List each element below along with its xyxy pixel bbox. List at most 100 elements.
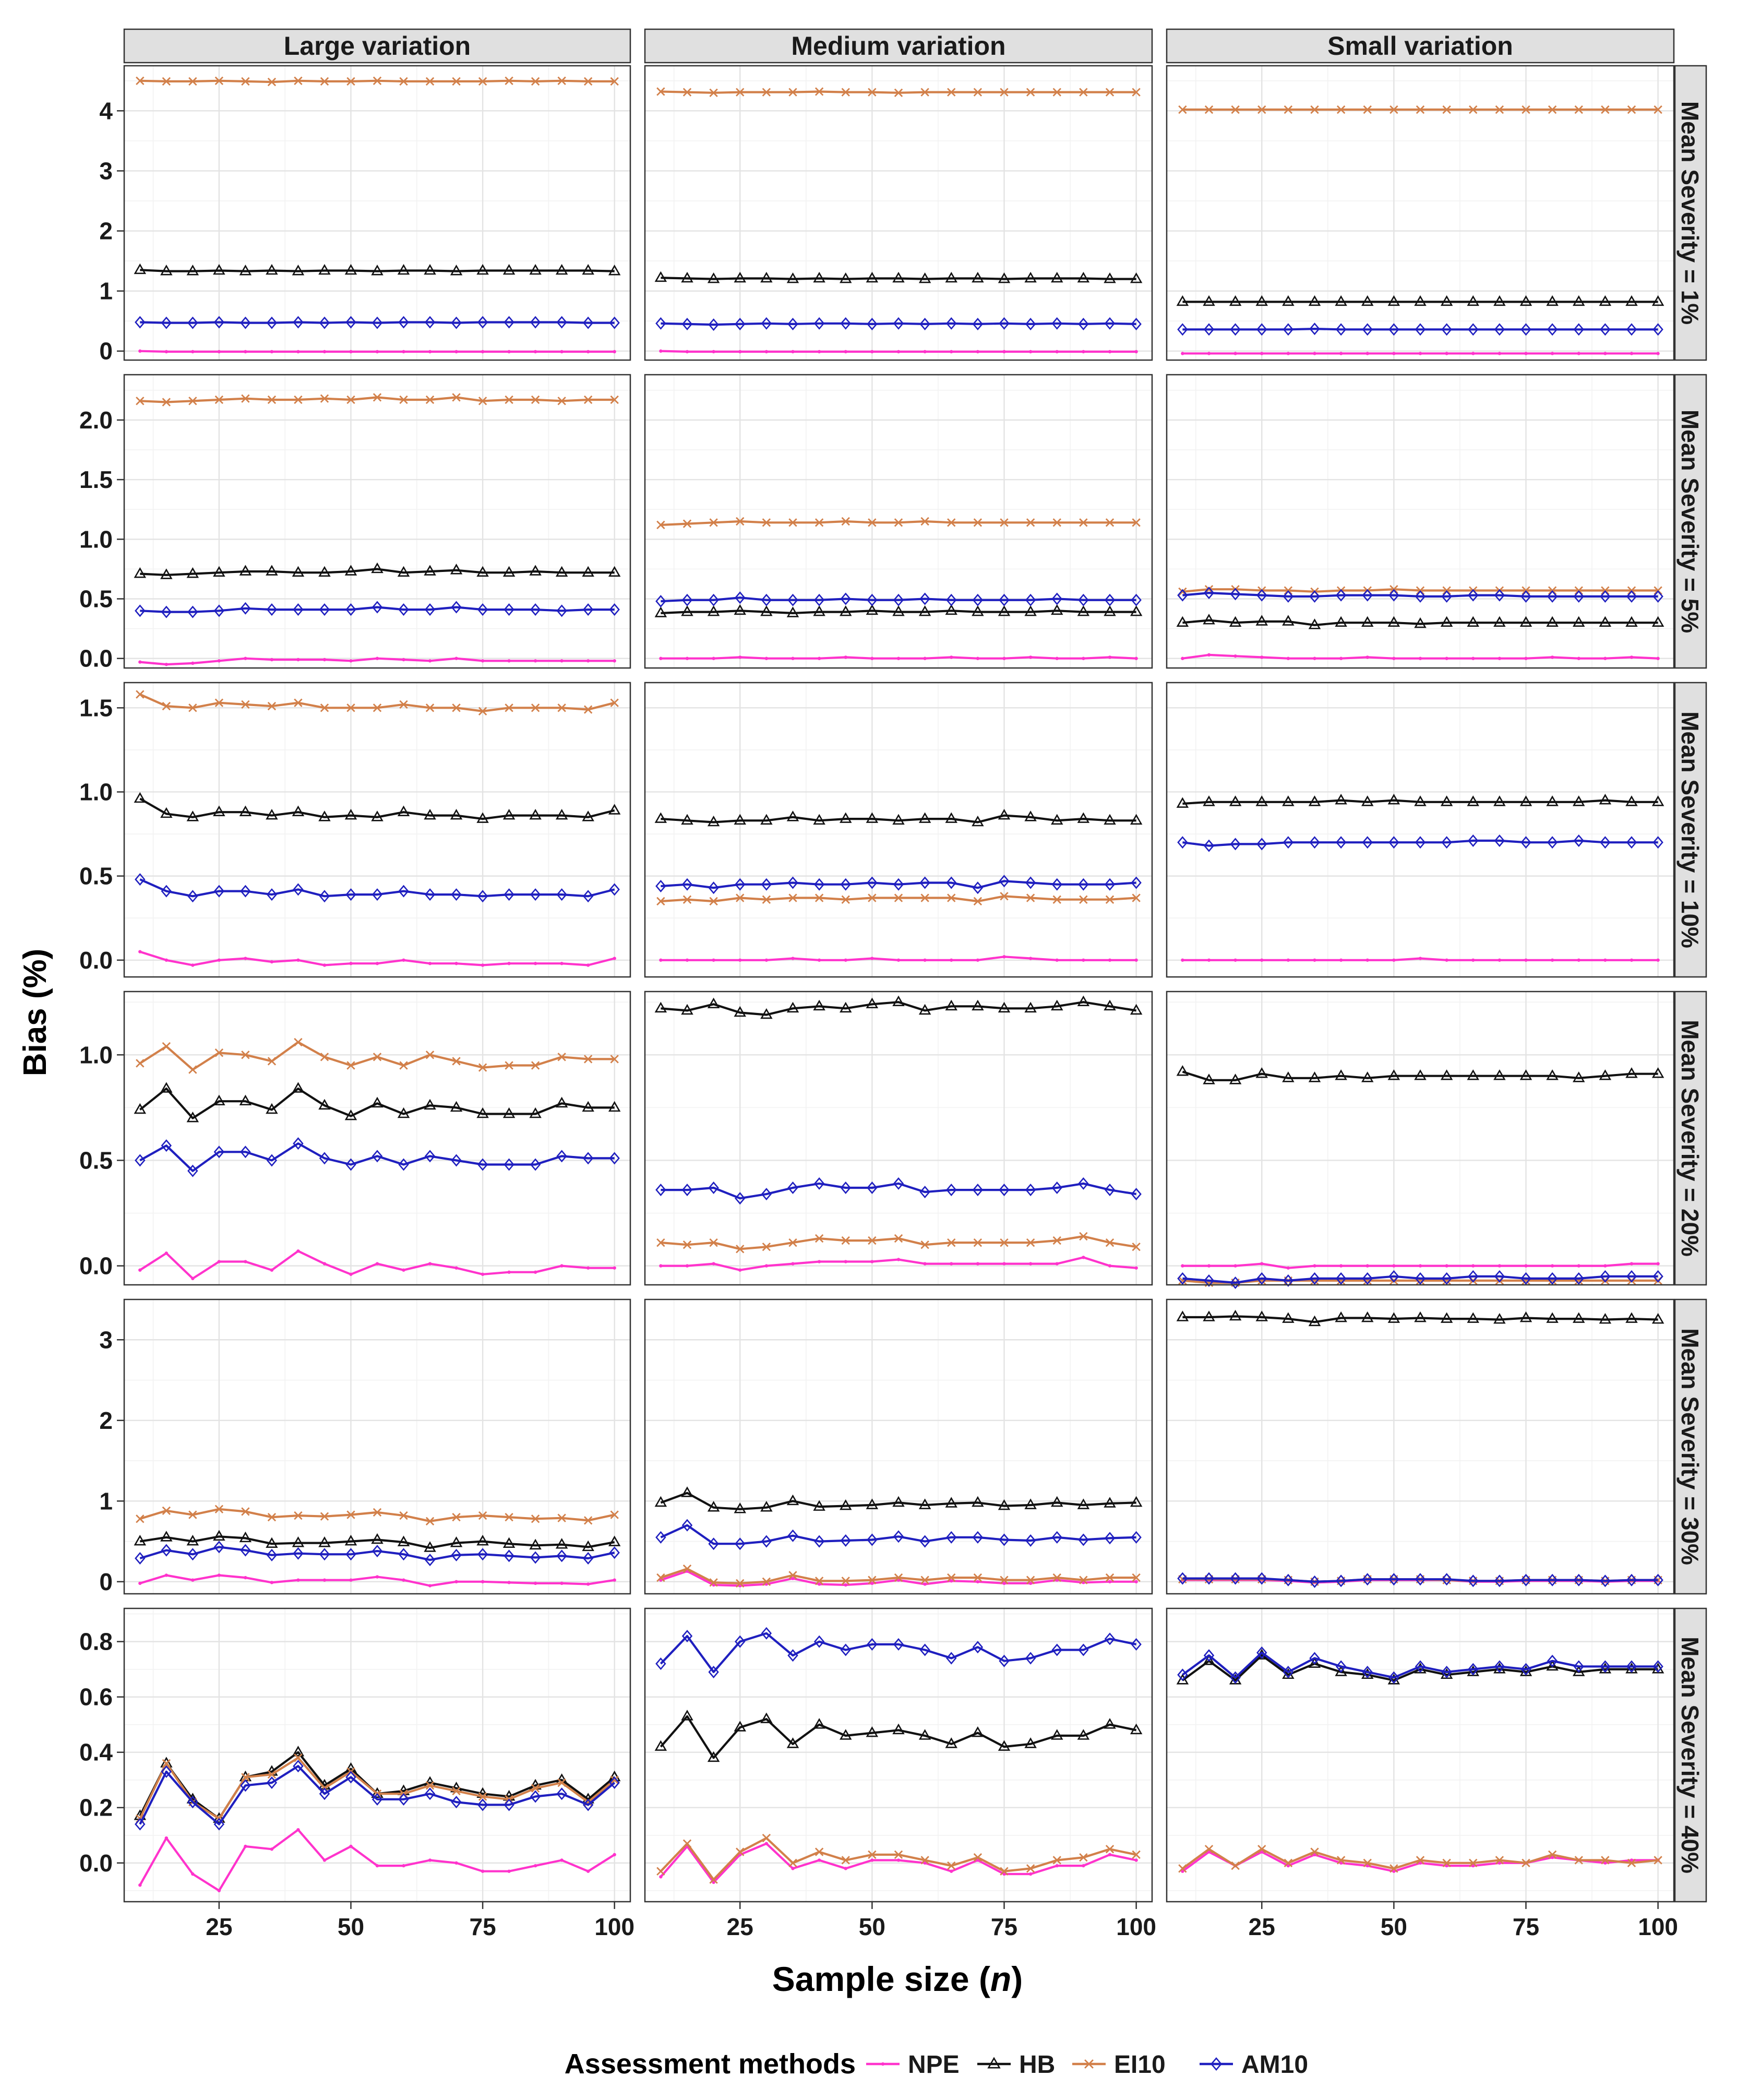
data-point — [788, 893, 797, 902]
data-point — [1024, 1001, 1037, 1013]
panel-background — [645, 1608, 1152, 1902]
data-point — [1336, 1856, 1346, 1865]
data-point — [1077, 995, 1090, 1007]
data-point — [1203, 839, 1215, 852]
data-point — [1335, 323, 1347, 336]
data-point — [761, 1188, 772, 1201]
row-strip: Mean Severity = 40% — [1674, 1607, 1707, 1903]
row-strip-label: Mean Severity = 30% — [1676, 1328, 1704, 1565]
data-point — [1361, 1311, 1374, 1322]
data-point — [610, 395, 619, 404]
data-point — [1471, 657, 1475, 660]
data-point — [477, 316, 488, 329]
data-point — [293, 603, 304, 616]
data-point — [478, 707, 487, 715]
data-point — [707, 1501, 720, 1512]
data-point — [950, 1262, 953, 1266]
data-point — [1108, 1580, 1112, 1584]
data-point — [1625, 616, 1638, 627]
data-point — [240, 602, 251, 615]
data-point — [712, 350, 715, 354]
data-point — [1389, 105, 1398, 114]
data-point — [707, 997, 720, 1009]
data-point — [1282, 615, 1295, 626]
data-point — [533, 659, 537, 663]
data-point — [428, 659, 432, 663]
data-point — [736, 88, 745, 97]
data-point — [346, 1510, 355, 1519]
data-point — [187, 890, 198, 903]
data-point — [1573, 295, 1585, 306]
data-point — [923, 958, 927, 962]
data-point — [1519, 1311, 1532, 1322]
data-point — [1392, 1869, 1396, 1873]
data-point — [557, 76, 566, 85]
data-point — [531, 77, 540, 86]
data-point — [736, 893, 745, 902]
data-point — [1519, 1069, 1532, 1080]
legend-key-marker — [1084, 2059, 1094, 2069]
data-point — [397, 1535, 410, 1546]
data-point — [1104, 1718, 1116, 1729]
data-point — [1134, 1580, 1138, 1584]
data-point — [1177, 589, 1188, 602]
data-point — [1130, 1496, 1143, 1507]
data-point — [454, 350, 458, 354]
data-point — [1108, 958, 1112, 962]
legend-item-ei10: EI10 — [1072, 2051, 1166, 2079]
row-strip: Mean Severity = 5% — [1674, 374, 1707, 669]
data-point — [138, 1268, 142, 1272]
data-point — [1055, 657, 1059, 660]
data-point — [1603, 657, 1607, 660]
data-point — [424, 1150, 436, 1163]
y-tick-label: 1.0 — [79, 1041, 113, 1068]
data-point — [1204, 1845, 1214, 1854]
x-axis-label-prefix: Sample size ( — [772, 1960, 990, 1998]
data-point — [610, 1510, 619, 1519]
y-tick-label: 1 — [99, 1487, 113, 1514]
data-point — [1471, 1864, 1475, 1868]
data-point — [424, 1541, 436, 1552]
panel-background — [1167, 1299, 1674, 1594]
data-point — [712, 1262, 715, 1266]
data-point — [1498, 352, 1502, 355]
data-point — [1309, 1272, 1320, 1285]
data-point — [1260, 1262, 1264, 1266]
legend-key-marker — [1210, 2057, 1223, 2071]
data-point — [1051, 1496, 1063, 1507]
data-point — [947, 893, 956, 902]
data-point — [186, 810, 199, 821]
data-point — [1656, 657, 1660, 660]
data-point — [452, 1057, 461, 1066]
data-point — [1207, 352, 1211, 355]
data-point — [1577, 958, 1580, 962]
data-point — [1365, 958, 1369, 962]
data-point — [505, 395, 513, 404]
data-point — [870, 1260, 874, 1263]
data-point — [681, 317, 693, 330]
row-strip: Mean Severity = 20% — [1674, 991, 1707, 1286]
data-point — [1416, 1856, 1425, 1865]
series-ei10 — [136, 1505, 619, 1526]
data-point — [1002, 955, 1006, 959]
data-point — [1082, 958, 1085, 962]
data-point — [1335, 295, 1347, 306]
data-point — [454, 1580, 458, 1584]
data-point — [1335, 616, 1347, 627]
legend-item-label: NPE — [908, 2051, 960, 2079]
data-point — [477, 1548, 488, 1561]
data-point — [764, 350, 769, 354]
data-point — [892, 605, 905, 616]
data-point — [1230, 1276, 1241, 1289]
data-point — [451, 601, 462, 614]
panel — [644, 1607, 1153, 1903]
series-line — [661, 814, 1136, 824]
data-point — [1626, 1660, 1637, 1673]
data-point — [583, 1516, 593, 1525]
data-point — [817, 350, 821, 354]
data-point — [1520, 836, 1531, 849]
data-point — [919, 317, 930, 330]
data-point — [1105, 1573, 1115, 1582]
data-point — [529, 565, 542, 576]
data-point — [138, 660, 142, 664]
